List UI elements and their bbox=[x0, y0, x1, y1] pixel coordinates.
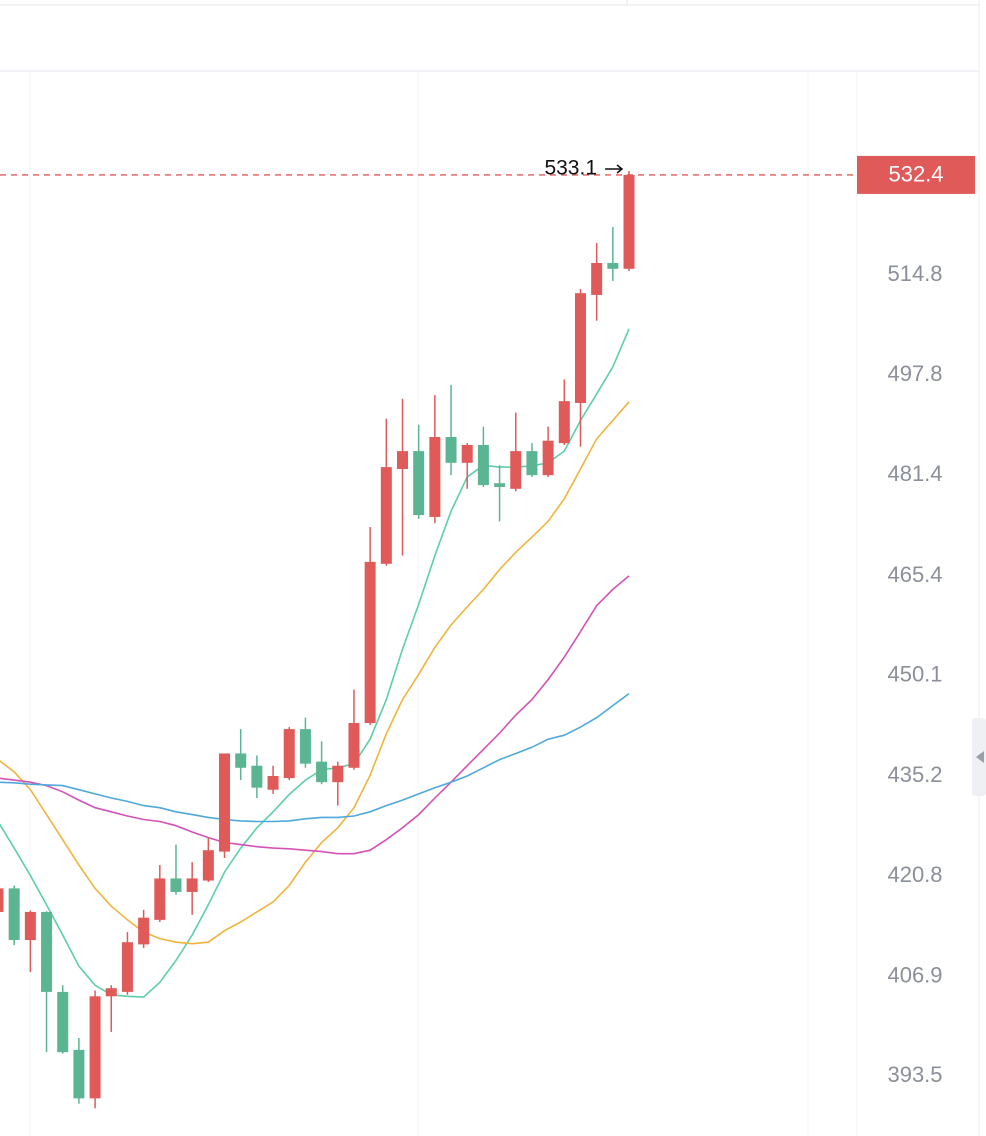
candle-body bbox=[332, 765, 344, 783]
candle-body bbox=[429, 437, 441, 517]
candle-body bbox=[316, 761, 328, 783]
y-tick-label: 465.4 bbox=[887, 562, 942, 587]
candle-body bbox=[89, 996, 101, 1099]
candle-body bbox=[73, 1049, 85, 1099]
y-axis: 393.5 406.9 420.8 435.2 450.1 465.4 481.4 497.8… bbox=[857, 155, 975, 1087]
y-tick-label: 481.4 bbox=[887, 461, 942, 486]
candle-body bbox=[542, 440, 554, 476]
candle-body bbox=[461, 444, 473, 463]
y-tick-label: 514.8 bbox=[887, 261, 942, 286]
candle-body bbox=[41, 911, 53, 992]
y-tick-label: 497.8 bbox=[887, 361, 942, 386]
candle-body bbox=[591, 263, 603, 295]
candle-body bbox=[0, 888, 4, 912]
candle-body bbox=[105, 988, 117, 997]
candle-body bbox=[510, 451, 522, 489]
candle-body bbox=[154, 878, 166, 920]
candle-body bbox=[526, 451, 538, 476]
candle-body bbox=[558, 401, 570, 444]
candle-body bbox=[251, 765, 263, 788]
last-price-box bbox=[857, 155, 975, 194]
high-marker-label: 533.1 bbox=[544, 157, 597, 180]
side-tab-arrow bbox=[976, 751, 984, 763]
candle-body bbox=[397, 451, 408, 469]
candle-body bbox=[170, 878, 182, 892]
candle-body bbox=[348, 723, 360, 768]
candle-body bbox=[494, 483, 506, 487]
candle-body bbox=[8, 888, 20, 941]
ma-line bbox=[0, 401, 630, 945]
candle-body bbox=[202, 850, 214, 881]
candle-body bbox=[574, 293, 586, 403]
candle-body bbox=[283, 729, 295, 779]
y-tick-label: 393.5 bbox=[887, 1062, 942, 1087]
ma-line bbox=[0, 692, 630, 823]
last-price-label: 532.4 bbox=[888, 162, 943, 187]
candle-body bbox=[364, 561, 376, 724]
y-tick-label: 420.8 bbox=[887, 862, 942, 887]
candle-body bbox=[138, 917, 150, 945]
candle-body bbox=[219, 753, 231, 852]
high-marker-arrowhead bbox=[616, 164, 624, 174]
candle-body bbox=[413, 451, 425, 516]
candle-body bbox=[121, 942, 133, 992]
candle-body bbox=[477, 444, 489, 486]
plot-area: 533.1 bbox=[0, 157, 857, 1109]
ma-line bbox=[0, 328, 630, 998]
candle-body bbox=[380, 467, 392, 564]
candle-body bbox=[235, 753, 247, 768]
candle-body bbox=[57, 991, 69, 1053]
y-tick-label: 435.2 bbox=[887, 762, 942, 787]
candle-body bbox=[299, 729, 311, 764]
ma-line bbox=[0, 575, 630, 855]
candle-body bbox=[186, 878, 198, 892]
candle-body bbox=[623, 174, 635, 269]
y-tick-label: 406.9 bbox=[887, 962, 942, 987]
candle-body bbox=[445, 437, 457, 463]
candle-body bbox=[267, 775, 279, 790]
candle-body bbox=[24, 911, 36, 941]
candle-body bbox=[607, 263, 619, 269]
y-tick-label: 450.1 bbox=[887, 661, 942, 686]
